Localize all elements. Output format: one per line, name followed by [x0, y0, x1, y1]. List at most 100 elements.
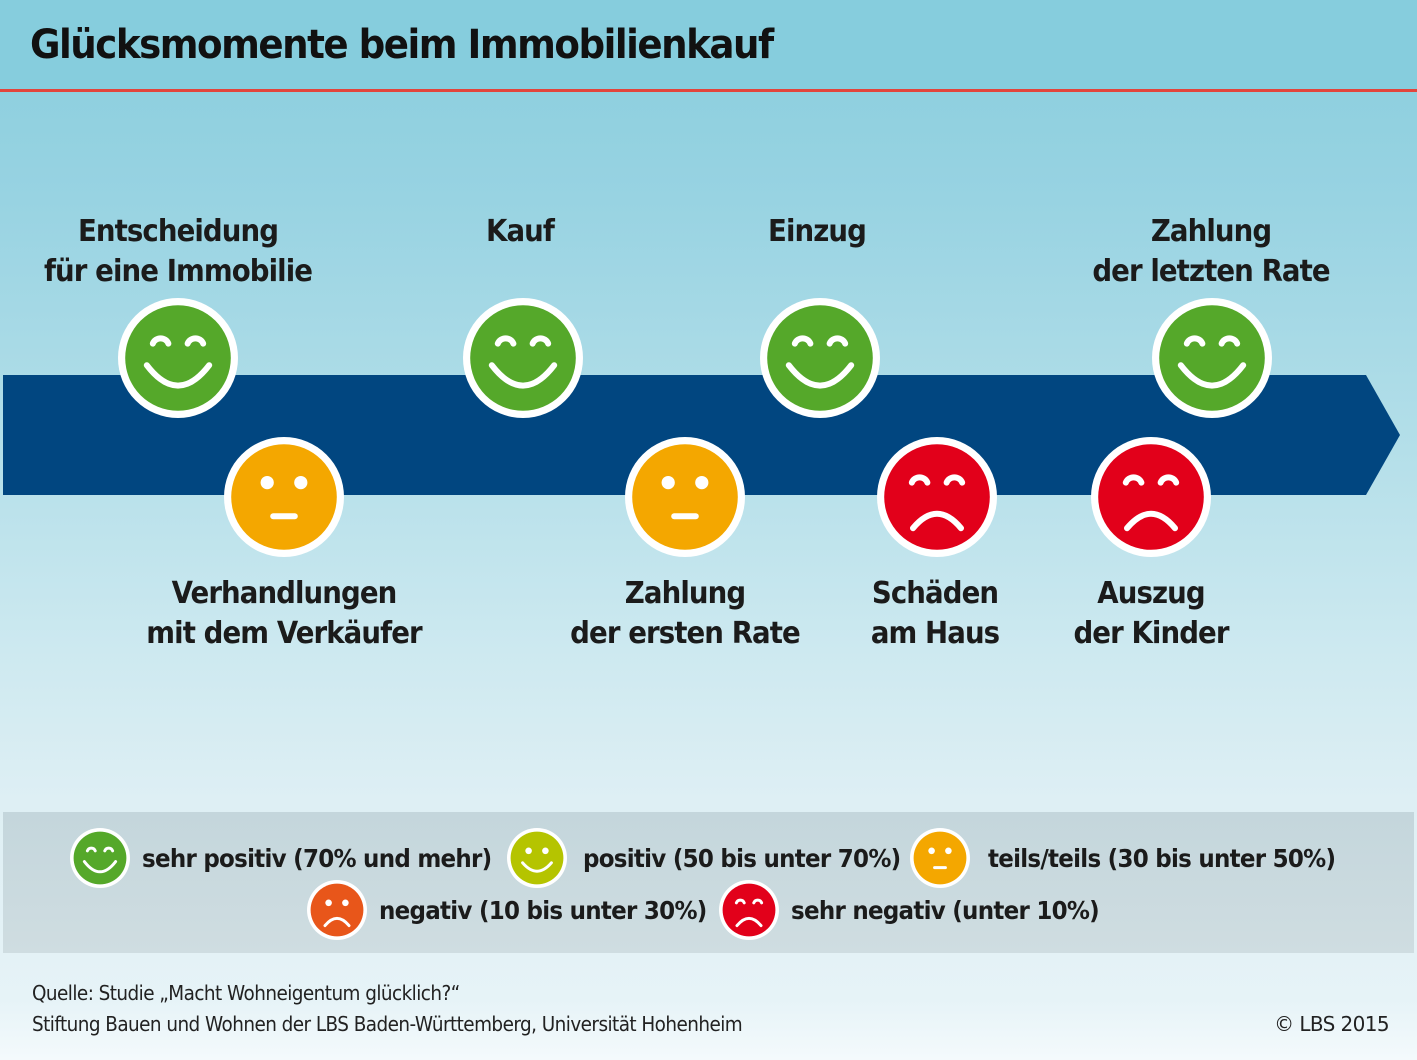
event-label-kauf: Kauf	[486, 214, 555, 249]
very-happy-face-icon	[463, 298, 583, 418]
mouth-smile	[1177, 362, 1247, 389]
event-label-entscheidung: Entscheidung für eine Immobilie	[43, 214, 313, 289]
eye-right	[1157, 474, 1180, 486]
source-line-1: Quelle: Studie „Macht Wohneigentum glück…	[32, 981, 460, 1005]
face-drawing	[767, 305, 873, 411]
title-divider	[0, 89, 1417, 92]
face-fill	[231, 444, 337, 550]
very-sad-face-icon	[877, 437, 997, 557]
legend-item-neutral: teils/teils (30 bis unter 50%)	[910, 828, 1365, 888]
eye-right	[529, 335, 552, 347]
face-fill	[767, 305, 873, 411]
very-happy-face-icon	[760, 298, 880, 418]
face-drawing	[470, 305, 576, 411]
eye-right	[826, 335, 849, 347]
eye-right	[752, 898, 764, 905]
very-happy-face-icon	[118, 298, 238, 418]
eye-left	[525, 847, 532, 855]
eye-left	[661, 476, 675, 490]
mouth-smile	[785, 362, 855, 389]
legend-label: teils/teils (30 bis unter 50%)	[988, 843, 1336, 873]
face-drawing	[231, 444, 337, 550]
eye-left	[260, 476, 274, 490]
neutral-face-icon	[625, 437, 745, 557]
timeline-arrow-shape	[3, 375, 1400, 495]
face-fill	[632, 444, 738, 550]
source-note: Quelle: Studie „Macht Wohneigentum glück…	[32, 978, 743, 1040]
legend-label: sehr positiv (70% und mehr)	[142, 843, 492, 873]
face-drawing	[310, 883, 364, 937]
face-drawing	[125, 305, 231, 411]
face-fill	[722, 883, 776, 937]
mouth-frown	[735, 916, 763, 928]
mouth-frown	[323, 916, 351, 928]
face-fill	[73, 831, 127, 885]
face-fill	[310, 883, 364, 937]
mouth-frown	[910, 510, 964, 532]
face-drawing	[884, 444, 990, 550]
face-fill	[1098, 444, 1204, 550]
eye-left	[325, 899, 332, 907]
legend-item-positive: positiv (50 bis unter 70%)	[507, 828, 928, 888]
face-drawing	[722, 883, 776, 937]
event-label-auszug-kinder: Auszug der Kinder	[1073, 576, 1229, 651]
face-fill	[510, 831, 564, 885]
page-title: Glücksmomente beim Immobilienkauf	[30, 22, 774, 68]
face-fill	[884, 444, 990, 550]
eye-right	[1218, 335, 1241, 347]
face-fill	[470, 305, 576, 411]
eye-right	[542, 847, 549, 855]
eye-right	[294, 476, 308, 490]
very-happy-face-icon	[70, 828, 130, 888]
face-drawing	[1159, 305, 1265, 411]
legend-item-negative: negativ (10 bis unter 30%)	[307, 880, 735, 940]
event-label-verhandlungen: Verhandlungen mit dem Verkäufer	[146, 576, 422, 651]
copyright: © LBS 2015	[1274, 1012, 1389, 1036]
face-fill	[913, 831, 967, 885]
eye-left	[85, 846, 97, 853]
mouth-smile	[488, 362, 558, 389]
eye-right	[945, 847, 952, 855]
eye-right	[943, 474, 966, 486]
eye-left	[734, 898, 746, 905]
eye-left	[1183, 335, 1206, 347]
sad-face-icon	[307, 880, 367, 940]
legend-label: negativ (10 bis unter 30%)	[379, 895, 707, 925]
event-label-zahlung-letzte-rate: Zahlung der letzten Rate	[1092, 214, 1330, 289]
mouth-smile	[143, 362, 213, 389]
face-drawing	[632, 444, 738, 550]
happy-face-icon	[507, 828, 567, 888]
event-label-zahlung-erste-rate: Zahlung der ersten Rate	[570, 576, 801, 651]
eye-left	[494, 335, 517, 347]
very-happy-face-icon	[1152, 298, 1272, 418]
face-drawing	[1098, 444, 1204, 550]
mouth-frown	[1124, 510, 1178, 532]
eye-left	[928, 847, 935, 855]
eye-right	[103, 846, 115, 853]
source-line-2: Stiftung Bauen und Wohnen der LBS Baden-…	[32, 1012, 743, 1036]
mouth-smile	[82, 860, 118, 874]
eye-right	[184, 335, 207, 347]
face-drawing	[510, 831, 564, 885]
eye-left	[149, 335, 172, 347]
header-bar	[0, 0, 1417, 90]
legend-item-very-positive: sehr positiv (70% und mehr)	[70, 828, 522, 888]
legend-item-very-negative: sehr negativ (unter 10%)	[719, 880, 1126, 940]
mouth-smile	[521, 861, 553, 873]
face-drawing	[73, 831, 127, 885]
face-drawing	[913, 831, 967, 885]
eye-right	[695, 476, 709, 490]
event-label-einzug: Einzug	[768, 214, 867, 249]
face-fill	[125, 305, 231, 411]
legend-label: positiv (50 bis unter 70%)	[583, 843, 901, 873]
eye-left	[791, 335, 814, 347]
very-sad-face-icon	[1091, 437, 1211, 557]
eye-left	[908, 474, 931, 486]
event-label-schaeden: Schäden am Haus	[870, 576, 1000, 651]
face-fill	[1159, 305, 1265, 411]
eye-left	[1122, 474, 1145, 486]
legend-label: sehr negativ (unter 10%)	[791, 895, 1100, 925]
eye-right	[342, 899, 349, 907]
neutral-face-icon	[224, 437, 344, 557]
